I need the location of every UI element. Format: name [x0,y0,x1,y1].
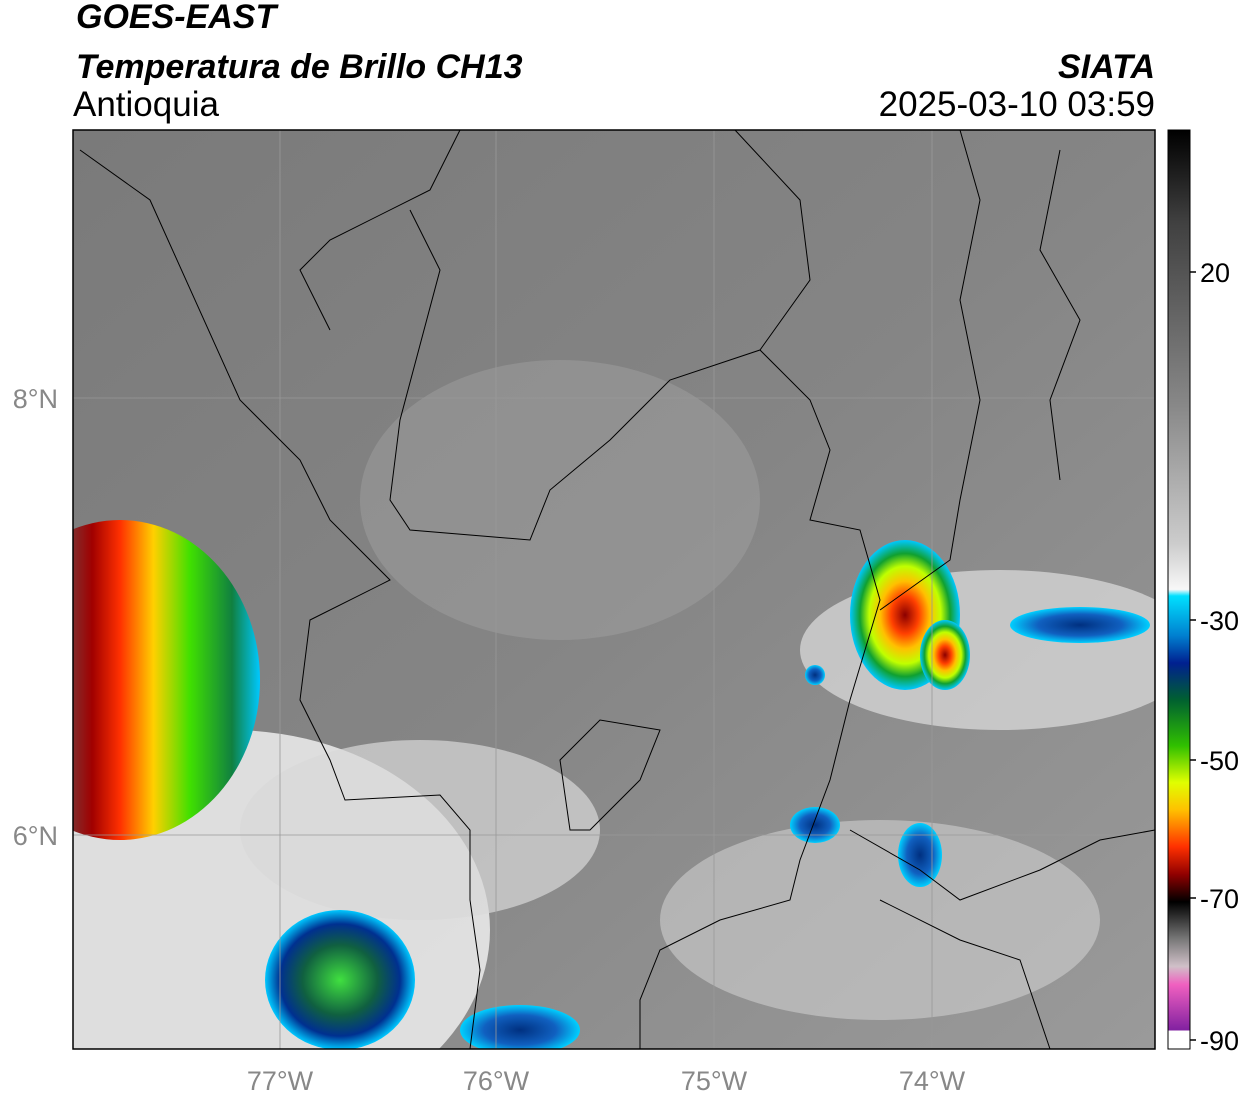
source: SIATA [1058,48,1155,86]
lat-label: 6°N [13,821,58,851]
lon-label: 74°W [899,1066,966,1096]
colorbar-label: -70 [1200,884,1239,914]
lon-label: 75°W [681,1066,748,1096]
colorbar-ticks [1190,271,1196,1041]
colorbar-label: -50 [1200,746,1239,776]
timestamp: 2025-03-10 03:59 [879,85,1155,124]
colorbar-label: -30 [1200,606,1239,636]
satellite-image [73,130,1155,1049]
lon-label: 76°W [463,1066,530,1096]
map-frame [72,129,1156,1050]
subtitle: Temperatura de Brillo CH13 [76,48,523,86]
region: Antioquia [73,85,219,124]
colorbar [1167,129,1191,1050]
lat-label: 8°N [13,384,58,414]
title: GOES-EAST [76,0,279,36]
lon-label: 77°W [247,1066,314,1096]
colorbar-label: 20 [1200,258,1230,288]
colorbar-label: -90 [1200,1026,1239,1056]
